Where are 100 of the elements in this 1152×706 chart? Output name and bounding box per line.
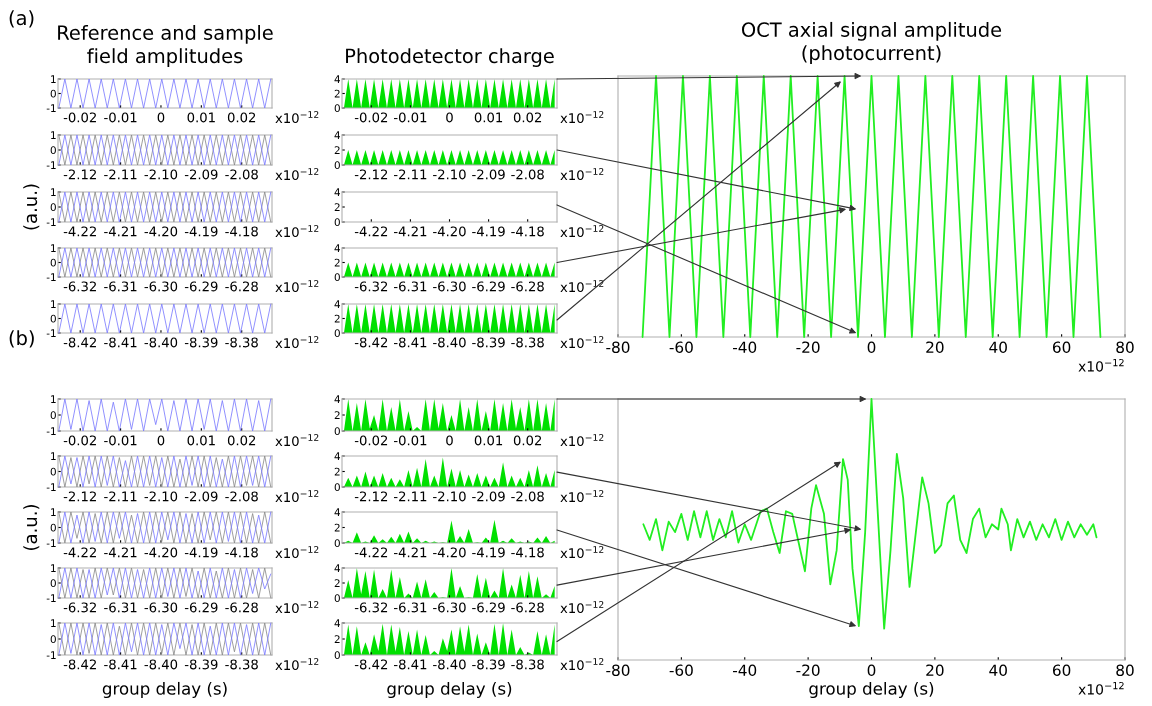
y-tick-label: 1	[51, 508, 56, 516]
y-tick-label: 1	[51, 131, 56, 139]
x-tick-label: -0.01	[104, 112, 137, 123]
y-tick-label: 4	[334, 300, 341, 308]
y-tick-label: 0	[334, 594, 340, 603]
y-tick-label: 2	[334, 523, 340, 532]
text: x10$^{−12}$	[275, 168, 319, 181]
x-tick-label: -80	[606, 664, 630, 676]
x-tick-label: -0.02	[354, 435, 388, 446]
text: x10$^{−12}$	[275, 434, 319, 447]
x-tick-label: -4.18	[225, 547, 258, 558]
y-tick-label: -1	[46, 427, 56, 435]
x-tick-label: -2.10	[144, 169, 178, 180]
x-tick-label: 80	[1116, 664, 1134, 676]
x-tick-label: -8.39	[184, 337, 218, 348]
x-tick-label: -4.20	[433, 226, 466, 237]
chart-subtitle: Reference and sample field amplitudes	[58, 24, 273, 67]
y-tick-label: 1	[51, 300, 56, 308]
x-tick-label: -6.32	[63, 602, 96, 613]
y-tick-label: 1	[51, 188, 56, 196]
x-tick-label: 0	[867, 341, 876, 353]
x-tick-label: 60	[1052, 341, 1071, 353]
text: x10$^{−12}$	[275, 111, 319, 124]
x-tick-label: -8.41	[104, 659, 137, 670]
x-tick-label: -6.29	[184, 281, 218, 292]
text: x10$^{−12}$	[275, 658, 319, 671]
x-tick-label: 0.01	[474, 112, 503, 123]
text: x10$^{−12}$	[275, 546, 319, 559]
y-tick-label: 0	[334, 483, 340, 492]
y-tick-label: 0	[50, 258, 56, 267]
text: x10$^{−12}$	[560, 490, 604, 503]
y-tick-label: 2	[334, 258, 340, 267]
x-tick-label: -0.01	[393, 112, 427, 123]
y-axis-title: (a.u.)	[23, 505, 40, 550]
y-tick-label: 2	[334, 203, 340, 211]
x-tick-label: -0.02	[63, 435, 96, 446]
chart-title: (a)	[9, 10, 34, 28]
x-tick-label: -0.02	[354, 112, 388, 123]
x-tick-label: -8.39	[472, 659, 505, 670]
x-tick-label: -2.08	[511, 491, 544, 502]
x-tick-label: -4.19	[472, 226, 505, 237]
x-tick-label: 0.02	[513, 435, 542, 446]
x-tick-label: -4.18	[225, 226, 258, 237]
text: x10$^{−12}$	[275, 601, 319, 614]
x-tick-label: 0.01	[474, 435, 503, 446]
x-tick-label: -2.10	[144, 491, 178, 502]
x-tick-label: -8.38	[511, 337, 544, 348]
y-tick-label: -1	[46, 218, 56, 226]
text: x10$^{−12}$	[560, 546, 604, 559]
y-tick-label: 2	[334, 314, 340, 323]
x-tick-label: -2.12	[354, 491, 388, 502]
y-tick-label: 1	[51, 452, 56, 460]
x-tick-label: -80	[606, 341, 630, 353]
y-tick-label: 4	[334, 508, 341, 516]
x-tick-label: -2.10	[433, 491, 466, 502]
y-tick-label: 2	[334, 89, 340, 98]
y-tick-label: 4	[334, 564, 341, 572]
x-tick-label: -6.29	[472, 281, 505, 292]
x-tick-label: 40	[989, 341, 1007, 353]
y-tick-label: 0	[334, 218, 340, 227]
x-tick-label: 0	[157, 112, 165, 123]
x-tick-label: -0.01	[104, 435, 137, 446]
x-tick-label: -4.18	[511, 226, 544, 237]
x-tick-label: -8.42	[63, 337, 96, 348]
y-tick-label: 0	[50, 467, 56, 476]
y-tick-label: 0	[334, 273, 340, 282]
y-tick-label: 0	[50, 89, 56, 98]
y-tick-label: -1	[46, 539, 56, 547]
text: x10$^{−12}$	[560, 434, 604, 447]
text: x10$^{−12}$	[560, 658, 604, 671]
y-tick-label: -1	[46, 483, 56, 491]
x-tick-label: -6.31	[393, 281, 427, 292]
x-tick-label: 60	[1052, 664, 1071, 676]
chart-subtitle: Photodetector charge	[346, 48, 554, 67]
x-tick-label: -4.21	[104, 226, 137, 237]
x-tick-label: -8.38	[225, 337, 258, 348]
x-tick-label: 0	[157, 435, 165, 446]
x-tick-label: 0	[867, 664, 876, 676]
y-tick-label: 0	[334, 539, 340, 548]
x-tick-label: -2.09	[184, 169, 218, 180]
text: x10$^{−12}$	[275, 225, 319, 238]
x-tick-label: 80	[1116, 341, 1134, 353]
x-tick-label: -8.38	[511, 659, 544, 670]
y-tick-label: 0	[334, 427, 340, 436]
y-tick-label: 1	[51, 244, 56, 252]
y-tick-label: 0	[50, 203, 56, 212]
y-tick-label: 0	[334, 329, 340, 338]
x-tick-label: -6.29	[184, 602, 218, 613]
x-tick-label: -2.08	[225, 169, 258, 180]
y-tick-label: 2	[334, 635, 340, 643]
x-tick-label: -8.40	[144, 659, 178, 670]
x-tick-label: -2.09	[184, 491, 218, 502]
x-tick-label: 0.02	[227, 435, 256, 446]
x-tick-label: -6.32	[63, 281, 96, 292]
x-tick-label: -2.10	[433, 169, 466, 180]
x-tick-label: -2.09	[472, 491, 505, 502]
x-tick-label: -8.41	[393, 337, 427, 348]
x-tick-label: -6.32	[354, 281, 388, 292]
x-tick-label: -6.28	[225, 602, 258, 613]
text: x10$^{−12}$	[275, 280, 319, 293]
